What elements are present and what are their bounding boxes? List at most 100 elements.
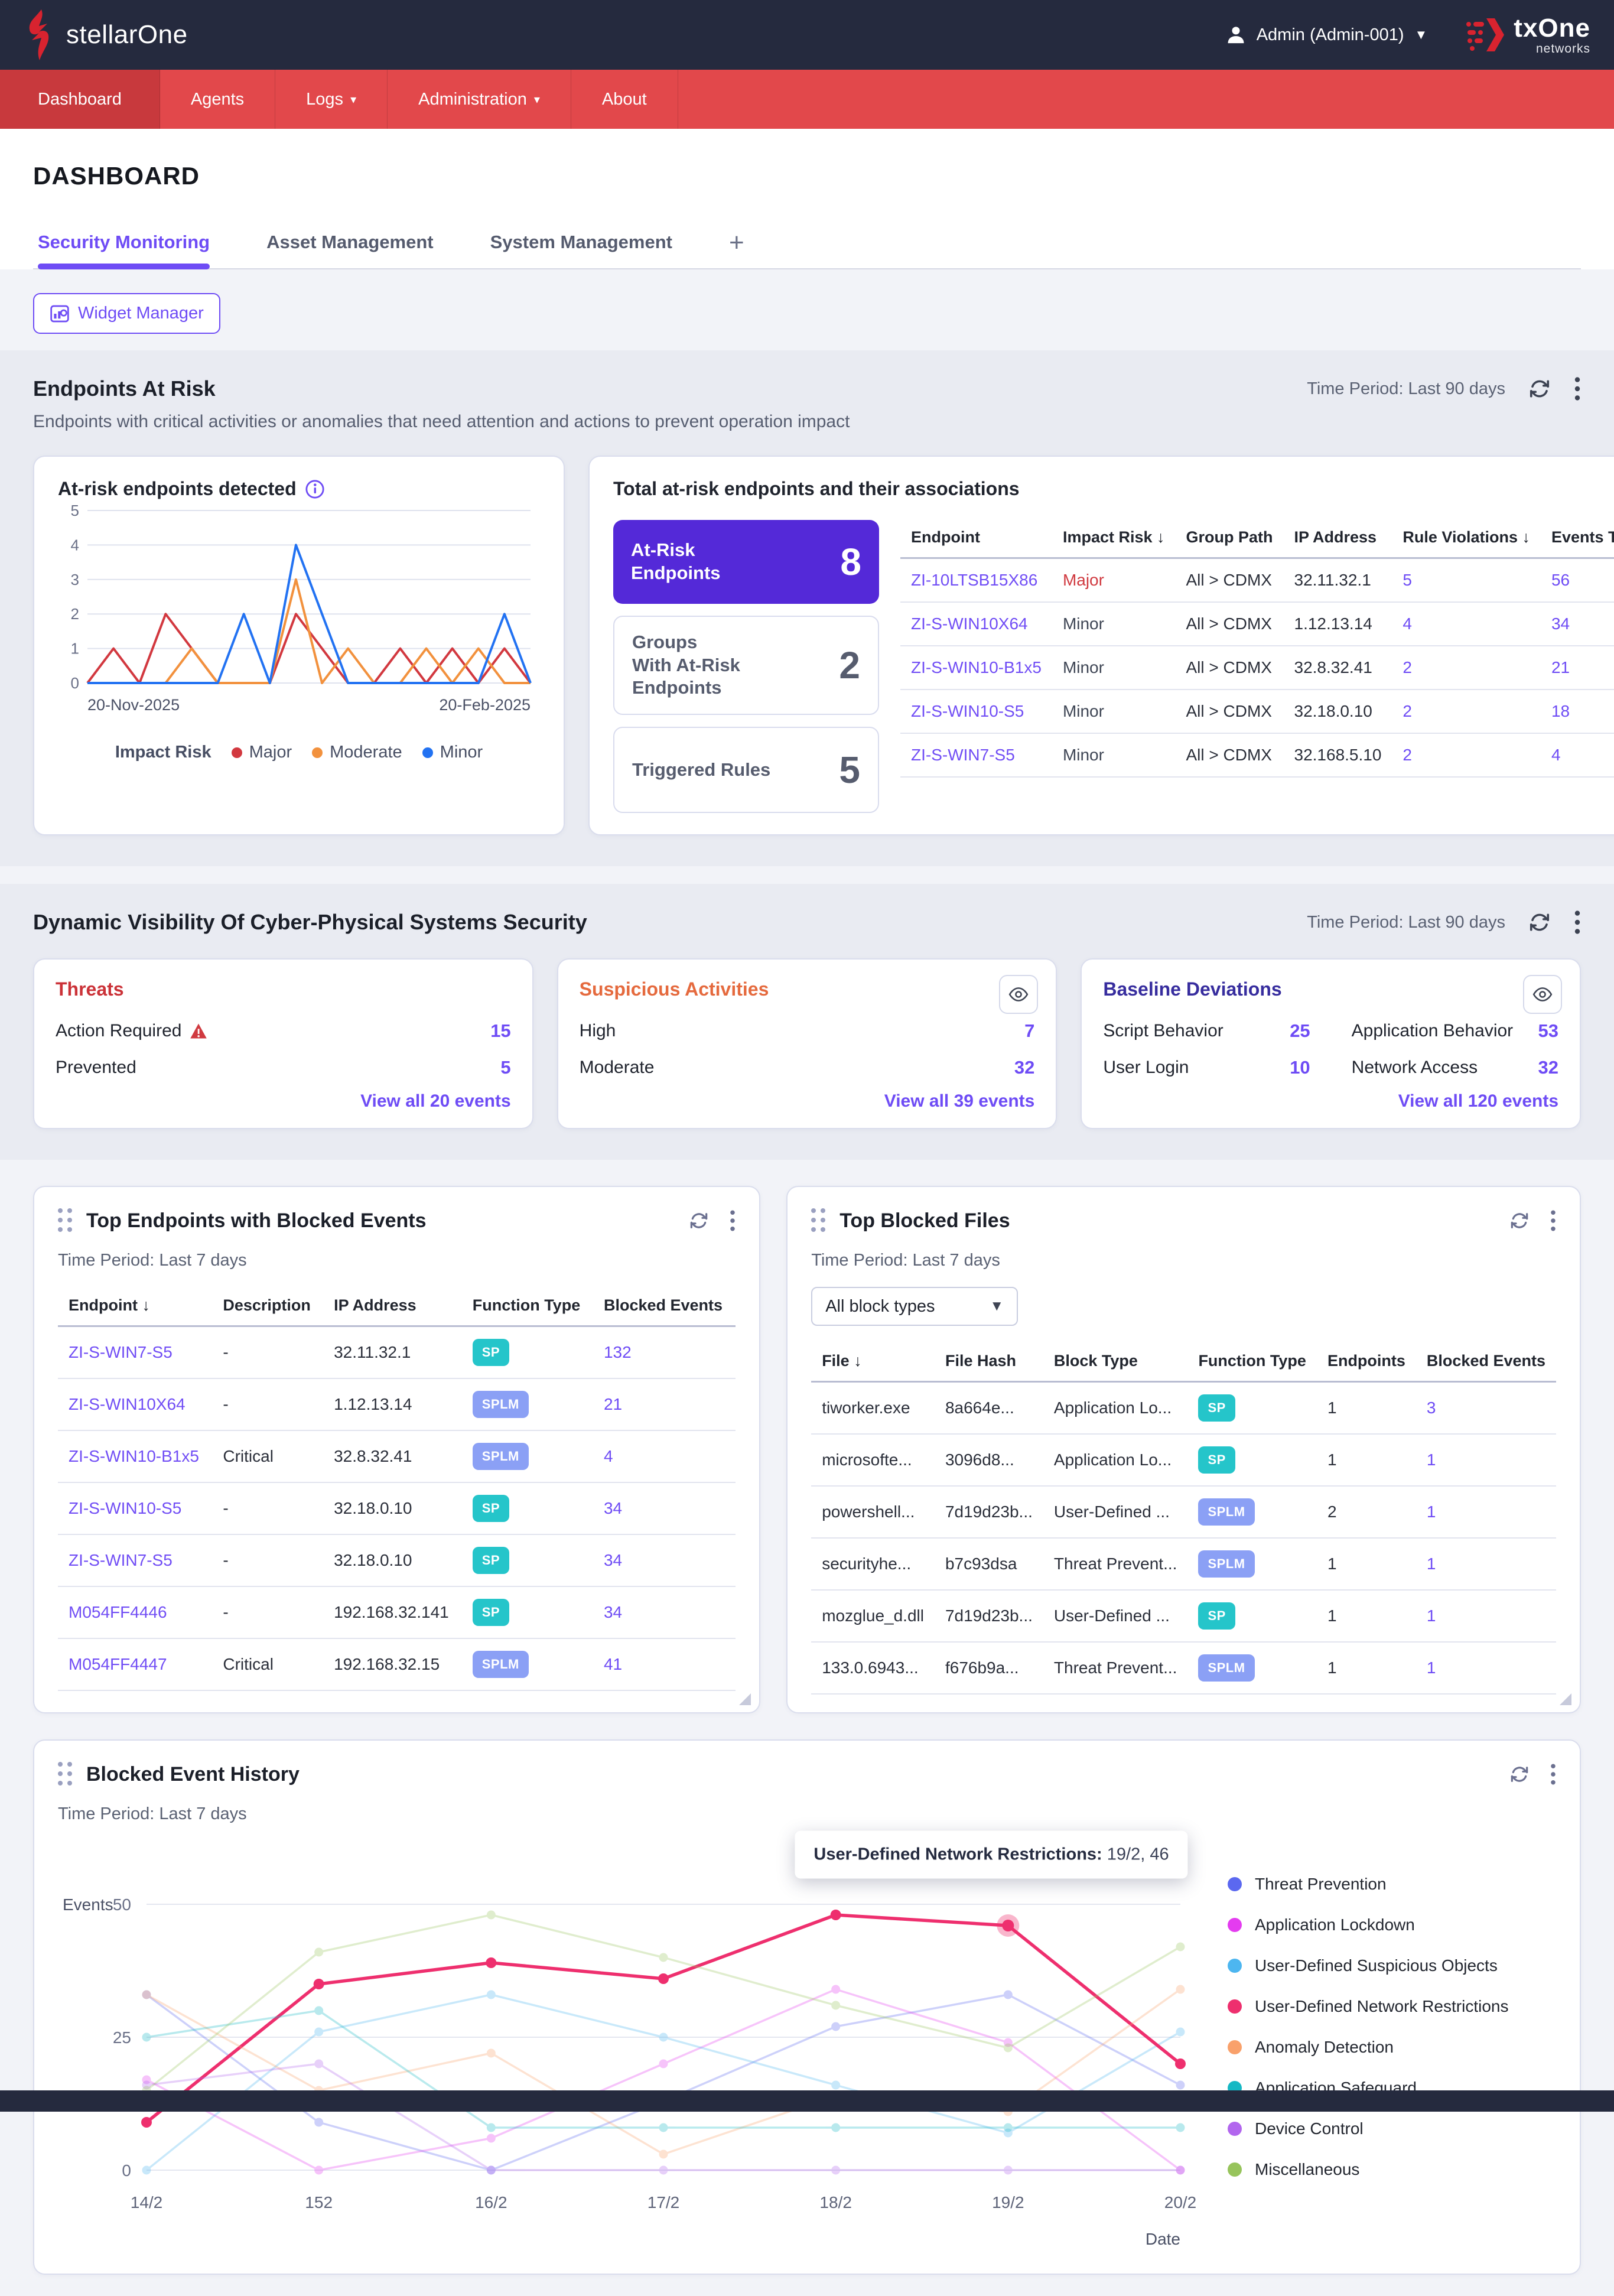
tab-asset-management[interactable]: Asset Management	[266, 232, 434, 268]
blocked-files-blocked-value[interactable]: 1	[1427, 1606, 1436, 1625]
impact-risk-value: Major	[1063, 571, 1104, 589]
refresh-icon[interactable]	[1510, 1765, 1529, 1784]
risk-table-endpoint-link[interactable]: ZI-10LTSB15X86	[911, 571, 1037, 589]
risk-table-events-value[interactable]: 4	[1551, 746, 1561, 764]
legend-item-minor[interactable]: Minor	[422, 743, 483, 762]
risk-table-violations-value[interactable]: 5	[1403, 571, 1412, 589]
svg-text:Events: Events	[63, 1895, 113, 1914]
kebab-menu-icon[interactable]	[1574, 910, 1581, 935]
blocked-files-blocked-value[interactable]: 1	[1427, 1503, 1436, 1521]
refresh-icon[interactable]	[1529, 912, 1550, 933]
top-endpoints-blocked-value[interactable]: 132	[604, 1343, 632, 1361]
risk-table-violations-value[interactable]: 2	[1403, 746, 1412, 764]
legend-item-major[interactable]: Major	[232, 743, 292, 762]
view-all-baseline-link[interactable]: View all 120 events	[1398, 1091, 1558, 1111]
risk-table-endpoint-link[interactable]: ZI-S-WIN10X64	[911, 614, 1028, 633]
refresh-icon[interactable]	[1510, 1211, 1529, 1230]
legend-item-miscellaneous[interactable]: Miscellaneous	[1228, 2160, 1556, 2179]
svg-text:20-Nov-2025: 20-Nov-2025	[87, 696, 180, 714]
nav-item-dashboard[interactable]: Dashboard	[0, 70, 160, 129]
kebab-menu-icon[interactable]	[730, 1209, 736, 1232]
view-all-threats-link[interactable]: View all 20 events	[360, 1091, 511, 1111]
threat-prevented-count[interactable]: 5	[500, 1057, 510, 1078]
block-type-filter-select[interactable]: All block types ▼	[811, 1287, 1018, 1326]
user-login-count[interactable]: 10	[1290, 1057, 1310, 1078]
script-behavior-count[interactable]: 25	[1290, 1020, 1310, 1042]
legend-item-device-control[interactable]: Device Control	[1228, 2119, 1556, 2138]
top-endpoints-blocked-value[interactable]: 34	[604, 1499, 622, 1517]
eye-icon[interactable]	[1523, 975, 1562, 1014]
stat-box-groups-with-at-risk-endpoints[interactable]: Groups With At-Risk Endpoints2	[613, 616, 879, 715]
top-endpoints-header-endpoint[interactable]: Endpoint ↓	[58, 1288, 212, 1326]
top-endpoints-blocked-value[interactable]: 34	[604, 1603, 622, 1621]
risk-table-endpoint-link[interactable]: ZI-S-WIN7-S5	[911, 746, 1015, 764]
nav-item-agents[interactable]: Agents	[160, 70, 275, 129]
top-endpoints-blocked-value[interactable]: 34	[604, 1551, 622, 1569]
view-all-suspicious-link[interactable]: View all 39 events	[884, 1091, 1035, 1111]
risk-table-endpoint-link[interactable]: ZI-S-WIN10-S5	[911, 702, 1024, 720]
eye-icon[interactable]	[999, 975, 1038, 1014]
legend-item-user-defined-network-restrictions[interactable]: User-Defined Network Restrictions	[1228, 1997, 1556, 2016]
top-endpoints-endpoint-link[interactable]: ZI-S-WIN10-S5	[69, 1499, 181, 1517]
widget-manager-button[interactable]: Widget Manager	[33, 293, 220, 334]
top-endpoints-blocked-value[interactable]: 4	[604, 1447, 613, 1465]
risk-table-endpoint-link[interactable]: ZI-S-WIN10-B1x5	[911, 658, 1042, 677]
top-endpoints-endpoint-link[interactable]: ZI-S-WIN10X64	[69, 1395, 186, 1413]
top-endpoints-blocked-value[interactable]: 41	[604, 1655, 622, 1673]
stat-box-at-risk-endpoints[interactable]: At-Risk Endpoints8	[613, 520, 879, 604]
add-tab-button[interactable]: +	[729, 228, 744, 268]
risk-table-violations-value[interactable]: 2	[1403, 702, 1412, 720]
threat-action-required-count[interactable]: 15	[490, 1020, 510, 1042]
blocked-files-blocked-value[interactable]: 3	[1427, 1399, 1436, 1417]
user-menu[interactable]: Admin (Admin-001) ▼	[1226, 25, 1428, 45]
risk-table-header-violations[interactable]: Rule Violations ↓	[1392, 520, 1541, 558]
nav-item-about[interactable]: About	[571, 70, 678, 129]
resize-handle[interactable]	[739, 1693, 751, 1705]
top-endpoints-endpoint-link[interactable]: M054FF4447	[69, 1655, 167, 1673]
risk-table-header-events[interactable]: Events Triggered ↓	[1541, 520, 1614, 558]
suspicious-moderate-count[interactable]: 32	[1014, 1057, 1034, 1078]
legend-item-moderate[interactable]: Moderate	[312, 743, 402, 762]
network-access-count[interactable]: 32	[1538, 1057, 1558, 1078]
kebab-menu-icon[interactable]	[1574, 376, 1581, 401]
top-endpoints-endpoint-link[interactable]: ZI-S-WIN10-B1x5	[69, 1447, 199, 1465]
drag-handle-icon[interactable]	[58, 1208, 73, 1233]
tab-system-management[interactable]: System Management	[490, 232, 672, 268]
top-endpoints-endpoint-link[interactable]: ZI-S-WIN7-S5	[69, 1551, 173, 1569]
suspicious-high-count[interactable]: 7	[1024, 1020, 1034, 1042]
legend-item-anomaly-detection[interactable]: Anomaly Detection	[1228, 2038, 1556, 2057]
risk-table-events-value[interactable]: 34	[1551, 614, 1570, 633]
risk-table-header-impact[interactable]: Impact Risk ↓	[1052, 520, 1176, 558]
risk-table-events-value[interactable]: 21	[1551, 658, 1570, 677]
blocked-files-blocked-value[interactable]: 1	[1427, 1451, 1436, 1469]
legend-item-user-defined-suspicious-objects[interactable]: User-Defined Suspicious Objects	[1228, 1956, 1556, 1975]
drag-handle-icon[interactable]	[811, 1208, 826, 1233]
kebab-menu-icon[interactable]	[1550, 1763, 1556, 1786]
refresh-icon[interactable]	[1529, 378, 1550, 399]
tab-security-monitoring[interactable]: Security Monitoring	[38, 232, 210, 268]
blocked-files-blocked-value[interactable]: 1	[1427, 1554, 1436, 1573]
top-endpoints-endpoint-link[interactable]: ZI-S-WIN7-S5	[69, 1343, 173, 1361]
blocked-files-header-file[interactable]: File ↓	[811, 1344, 935, 1382]
risk-table-events-value[interactable]: 56	[1551, 571, 1570, 589]
top-endpoints-blocked-value[interactable]: 21	[604, 1395, 622, 1413]
legend-item-threat-prevention[interactable]: Threat Prevention	[1228, 1875, 1556, 1894]
drag-handle-icon[interactable]	[58, 1762, 73, 1787]
nav-item-logs[interactable]: Logs▾	[275, 70, 388, 129]
legend-item-application-lockdown[interactable]: Application Lockdown	[1228, 1915, 1556, 1934]
top-endpoints-header-function: Function Type	[462, 1288, 593, 1326]
top-endpoints-header-blocked: Blocked Events	[593, 1288, 736, 1326]
nav-item-administration[interactable]: Administration▾	[388, 70, 571, 129]
risk-table-violations-value[interactable]: 4	[1403, 614, 1412, 633]
stat-box-triggered-rules[interactable]: Triggered Rules5	[613, 727, 879, 813]
threat-row-action-required: Action Required 15	[56, 1020, 511, 1042]
application-behavior-count[interactable]: 53	[1538, 1020, 1558, 1042]
blocked-files-blocked-value[interactable]: 1	[1427, 1658, 1436, 1677]
refresh-icon[interactable]	[689, 1211, 708, 1230]
risk-table-violations-value[interactable]: 2	[1403, 658, 1412, 677]
kebab-menu-icon[interactable]	[1550, 1209, 1556, 1232]
top-endpoints-endpoint-link[interactable]: M054FF4446	[69, 1603, 167, 1621]
resize-handle[interactable]	[1560, 1693, 1571, 1705]
risk-table-events-value[interactable]: 18	[1551, 702, 1570, 720]
info-icon[interactable]	[305, 479, 325, 499]
